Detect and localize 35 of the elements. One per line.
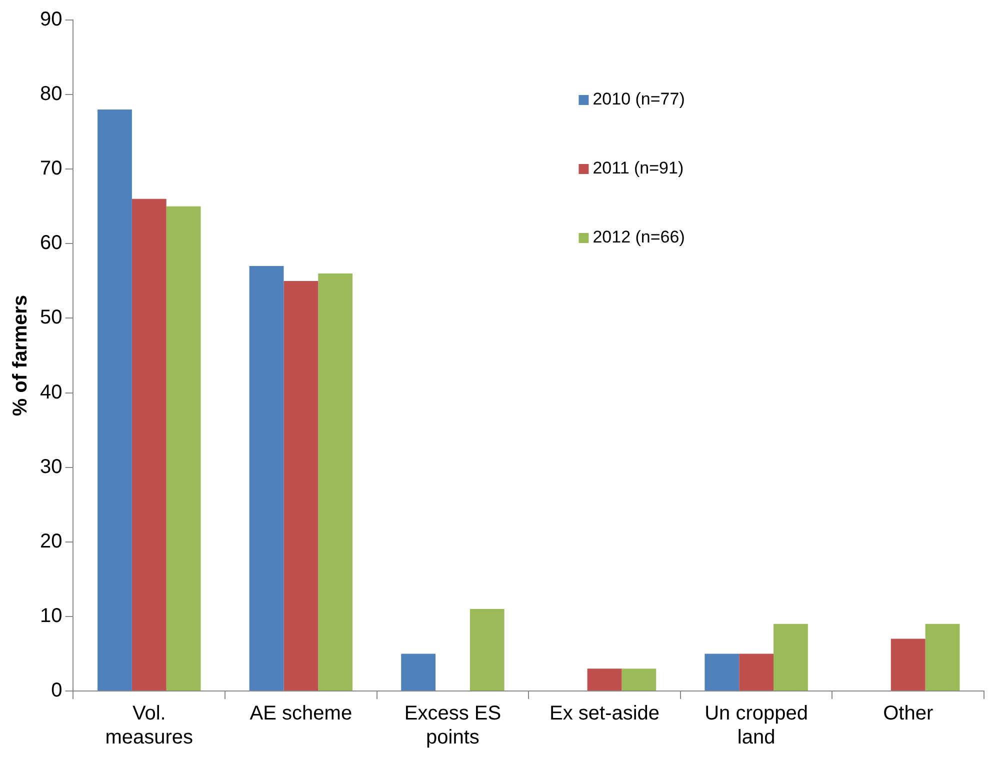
legend-label: 2012 (n=66)	[592, 228, 685, 247]
y-tick-label: 0	[51, 680, 62, 702]
bar	[470, 608, 504, 690]
x-tick-label: Excess ES points	[404, 702, 502, 749]
y-tick-label: 30	[40, 456, 62, 478]
legend-label: 2010 (n=77)	[592, 90, 685, 109]
bar	[890, 638, 926, 690]
y-tick-label: 80	[40, 83, 62, 106]
bar	[587, 668, 622, 690]
bar	[98, 109, 132, 690]
x-tick-label: Un cropped land	[704, 702, 808, 749]
y-tick-label: 60	[40, 232, 62, 254]
bar	[774, 624, 808, 690]
legend-label: 2011 (n=91)	[592, 158, 684, 178]
bar	[704, 654, 740, 690]
bar	[249, 266, 284, 690]
bar	[132, 198, 166, 690]
bar	[622, 668, 656, 690]
bar	[401, 654, 436, 690]
y-tick-label: 90	[40, 8, 62, 31]
x-tick-label: AE scheme	[250, 702, 352, 725]
x-tick-label: Vol. measures	[105, 702, 194, 749]
y-tick-label: 70	[40, 158, 62, 180]
y-tick-label: 20	[40, 530, 62, 552]
x-tick-label: Other	[883, 702, 934, 725]
bar	[925, 624, 960, 690]
bar	[166, 206, 201, 690]
y-axis-title: % of farmers	[10, 294, 32, 416]
bar	[739, 654, 774, 690]
y-tick-label: 40	[40, 381, 62, 404]
y-tick-label: 50	[40, 306, 62, 329]
x-tick-label: Ex set-aside	[549, 702, 660, 725]
y-tick-label: 10	[40, 604, 62, 627]
bar	[318, 273, 353, 690]
bar	[284, 280, 318, 690]
